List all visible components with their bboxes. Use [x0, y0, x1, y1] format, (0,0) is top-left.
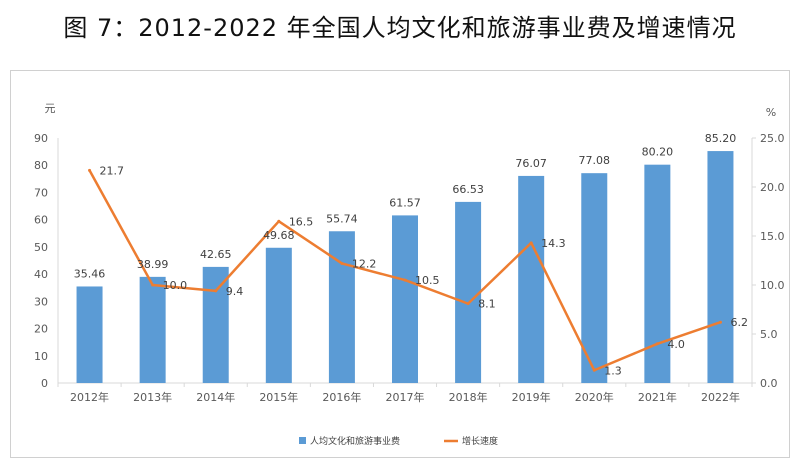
x-tick-label: 2013年	[133, 390, 172, 404]
chart-title: 图 7：2012-2022 年全国人均文化和旅游事业费及增速情况	[63, 14, 737, 42]
x-tick-label: 2017年	[386, 390, 425, 404]
bar	[202, 266, 229, 383]
line-point	[718, 320, 722, 324]
bar	[76, 286, 103, 383]
x-tick-label: 2015年	[259, 390, 298, 404]
x-tick-label: 2019年	[512, 390, 551, 404]
y-left-tick-label: 40	[34, 268, 48, 281]
line-data-label: 4.0	[667, 338, 685, 351]
line-point	[214, 289, 218, 293]
axes: 元 % 0 10 20 30 40 50 60 70 80 90 0.0 5.0 10.0 15.0 20.0 2…	[34, 102, 785, 404]
y-left-tick-label: 80	[34, 159, 48, 172]
bar-data-label: 76.07	[515, 157, 547, 170]
x-tick-label: 2020年	[575, 390, 614, 404]
y-right-tick-label: 10.0	[760, 279, 785, 292]
line-series	[88, 168, 722, 372]
y-left-tick-label: 0	[41, 377, 48, 390]
line-point	[466, 302, 470, 306]
x-tick-label: 2014年	[196, 390, 235, 404]
x-tick-label: 2018年	[449, 390, 488, 404]
x-tick-label: 2016年	[322, 390, 361, 404]
x-tick-label: 2022年	[701, 390, 740, 404]
y-left-tick-label: 60	[34, 214, 48, 227]
x-tick-label: 2012年	[70, 390, 109, 404]
bar	[328, 231, 355, 383]
line-data-label: 16.5	[289, 215, 314, 228]
bar	[265, 247, 292, 383]
legend-line-label: 增长速度	[462, 435, 498, 447]
legend-bar-swatch	[299, 437, 306, 444]
line-point	[151, 283, 155, 287]
bar	[581, 173, 608, 383]
bar	[392, 215, 418, 383]
y-left-tick-label: 50	[34, 241, 48, 254]
bar	[139, 276, 166, 383]
line-data-label: 21.7	[100, 164, 125, 177]
bar-data-label: 55.74	[326, 212, 358, 225]
line-data-label: 10.5	[415, 274, 440, 287]
legend-bar-label: 人均文化和旅游事业费	[310, 435, 400, 447]
y-axis-right-unit: %	[766, 106, 776, 119]
line-point	[340, 261, 344, 265]
line-data-label: 14.3	[541, 237, 566, 250]
line-data-label: 1.3	[604, 364, 622, 377]
bar	[455, 201, 482, 383]
line-point	[529, 241, 533, 245]
bar-data-label: 66.53	[452, 183, 484, 196]
line-data-label: 8.1	[478, 298, 496, 311]
bar-data-label: 80.20	[642, 146, 674, 159]
y-right-tick-label: 5.0	[760, 328, 778, 341]
bar-data-label: 42.65	[200, 248, 232, 261]
line-data-label: 12.2	[352, 257, 377, 270]
line-point	[277, 219, 281, 223]
bar-data-label: 35.46	[74, 267, 106, 280]
y-right-tick-label: 0.0	[760, 377, 778, 390]
line-point	[592, 368, 596, 372]
y-left-tick-label: 30	[34, 295, 48, 308]
y-left-tick-label: 90	[34, 132, 48, 145]
y-left-tick-label: 20	[34, 323, 48, 336]
bar	[707, 151, 734, 383]
bar-data-label: 85.20	[705, 132, 737, 145]
y-right-tick-label: 20.0	[760, 181, 785, 194]
data-labels: 35.46 38.99 42.65 49.68 55.74 61.57 66.53 76.07…	[74, 132, 748, 377]
legend: 人均文化和旅游事业费 增长速度	[299, 435, 498, 447]
y-left-tick-label: 10	[34, 350, 48, 363]
y-axis-left-unit: 元	[45, 102, 56, 115]
bar-data-label: 61.57	[389, 196, 421, 209]
line-point	[655, 342, 659, 346]
chart-frame	[10, 70, 790, 458]
bar-data-label: 49.68	[263, 229, 295, 242]
bar-series	[76, 151, 734, 383]
line-data-label: 10.0	[163, 279, 188, 292]
y-right-tick-label: 25.0	[760, 132, 785, 145]
y-left-tick-label: 70	[34, 186, 48, 199]
line-data-label: 6.2	[730, 316, 748, 329]
bar-data-label: 77.08	[579, 154, 611, 167]
line-point	[88, 168, 92, 172]
line-data-label: 9.4	[226, 285, 244, 298]
bar-data-label: 38.99	[137, 258, 169, 271]
bar	[518, 175, 545, 383]
line-point	[403, 278, 407, 282]
y-right-tick-label: 15.0	[760, 230, 785, 243]
x-tick-label: 2021年	[638, 390, 677, 404]
